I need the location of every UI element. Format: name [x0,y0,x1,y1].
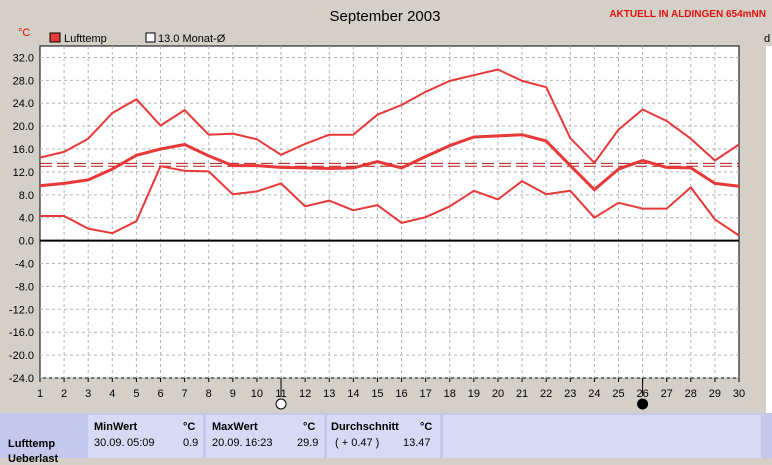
x-tick-label: 5 [133,388,139,400]
stats-max-header: MaxWert [212,421,258,433]
stats-empty-box [443,415,761,458]
y-tick-label: 20.0 [13,121,34,133]
x-tick-label: 7 [182,388,188,400]
stats-avg-unit: °C [420,421,433,433]
stats-min-header: MinWert [94,421,138,433]
stats-max-unit: °C [303,421,316,433]
series-lines [39,68,740,237]
x-tick-label: 13 [323,388,335,400]
right-unit-label-partial: d [764,33,770,45]
x-tick-label: 2 [61,388,67,400]
x-tick-label: 4 [109,388,115,400]
new-moon-icon [637,398,649,410]
x-tick-label: 15 [371,388,383,400]
y-tick-label: 16.0 [13,144,34,156]
stats-min-date: 30.09. [94,437,125,449]
full-moon-icon [275,398,287,410]
stats-max-value: 29.9 [297,437,319,449]
temperature-chart: September 2003 AKTUELL IN ALDINGEN 654mN… [9,8,772,413]
stats-max-box [206,415,324,458]
x-tick-label: 18 [444,388,456,400]
x-tick-label: 24 [588,388,600,400]
series-line-mean [39,133,740,192]
x-tick-label: 21 [516,388,528,400]
grid-lines [40,46,739,379]
x-tick-label: 16 [395,388,407,400]
y-tick-label: 32.0 [13,52,34,64]
x-tick-label: 28 [685,388,697,400]
x-tick-label: 23 [564,388,576,400]
x-axis-ticks: 1 2 3 4 5 6 7 8 9 10 11 12 13 14 15 16 17 18 19 20 21 22 23 24 2… [37,378,745,400]
y-tick-label: 0.0 [19,236,34,248]
statistics-panel: Lufttemp Ueberlast MinWert °C 30.09. 05:… [0,413,772,465]
stats-avg-header: Durchschnitt [331,421,399,433]
y-tick-label: 4.0 [19,213,34,225]
y-tick-label: 12.0 [13,167,34,179]
y-tick-label: 24.0 [13,98,34,110]
x-tick-label: 17 [420,388,432,400]
x-tick-label: 9 [230,388,236,400]
plot-area [39,45,740,379]
y-axis-ticks: 32.0 28.0 24.0 20.0 16.0 12.0 8.0 4.0 0.0 -4.0 -8.… [9,52,34,385]
x-tick-label: 20 [492,388,504,400]
x-tick-label: 6 [157,388,163,400]
stats-max-date: 20.09. [212,437,243,449]
y-tick-label: -8.0 [15,281,34,293]
x-tick-label: 27 [661,388,673,400]
x-tick-label: 10 [251,388,263,400]
y-tick-label: -24.0 [9,373,34,385]
x-tick-label: 1 [37,388,43,400]
stats-avg-value: 13.47 [403,437,431,449]
y-tick-label: -12.0 [9,304,34,316]
x-tick-label: 19 [468,388,480,400]
legend-series-label: Lufttemp [64,33,107,45]
x-tick-label: 14 [347,388,359,400]
legend-series-swatch [49,32,61,43]
stats-avg-box [327,415,440,458]
x-tick-label: 12 [299,388,311,400]
stats-min-unit: °C [183,421,196,433]
moon-phase-markers [275,378,649,410]
y-tick-label: 28.0 [13,75,34,87]
stats-min-time: 05:09 [127,437,155,449]
y-tick-label: -4.0 [15,259,34,271]
stats-max-time: 16:23 [245,437,273,449]
x-tick-label: 8 [206,388,212,400]
stats-row-label-2: Ueberlast [8,453,59,465]
stats-min-box [88,415,203,458]
y-unit-label: °C [18,27,30,39]
x-tick-label: 22 [540,388,552,400]
y-tick-label: 8.0 [19,190,34,202]
right-panel-edge [766,46,772,413]
x-tick-label: 29 [709,388,721,400]
x-tick-label: 3 [85,388,91,400]
chart-title: September 2003 [330,8,441,25]
stats-min-value: 0.9 [183,437,199,449]
series-line-max [39,68,740,164]
legend-mean-label: 13.0 Monat-Ø [158,33,226,45]
x-tick-label: 25 [612,388,624,400]
station-label: AKTUELL IN ALDINGEN 654mNN [609,9,766,20]
series-line-min [40,165,740,237]
y-tick-label: -16.0 [9,327,34,339]
y-tick-label: -20.0 [9,350,34,362]
x-tick-label: 30 [733,388,745,400]
stats-row-label: Lufttemp [8,438,56,450]
legend-mean-swatch [145,32,156,43]
stats-avg-delta: ( + 0.47 ) [335,437,380,449]
